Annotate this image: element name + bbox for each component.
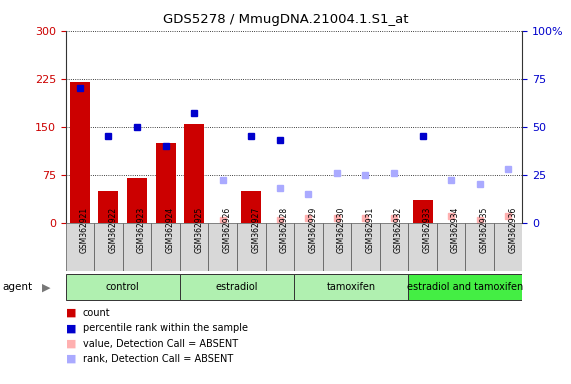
FancyBboxPatch shape — [208, 223, 237, 271]
Bar — [127, 178, 147, 223]
Text: value, Detection Call = ABSENT: value, Detection Call = ABSENT — [83, 339, 238, 349]
Text: rank, Detection Call = ABSENT: rank, Detection Call = ABSENT — [83, 354, 233, 364]
FancyBboxPatch shape — [66, 223, 94, 271]
Bar — [99, 191, 119, 223]
Text: GSM362922: GSM362922 — [108, 207, 118, 253]
FancyBboxPatch shape — [351, 223, 380, 271]
FancyBboxPatch shape — [180, 274, 294, 300]
Text: estradiol: estradiol — [216, 282, 258, 292]
Text: GSM362926: GSM362926 — [223, 207, 232, 253]
FancyBboxPatch shape — [437, 223, 465, 271]
Text: GSM362931: GSM362931 — [365, 207, 375, 253]
FancyBboxPatch shape — [408, 223, 437, 271]
Text: GSM362930: GSM362930 — [337, 207, 346, 253]
FancyBboxPatch shape — [408, 274, 522, 300]
Text: ■: ■ — [66, 354, 76, 364]
FancyBboxPatch shape — [494, 223, 522, 271]
Text: control: control — [106, 282, 140, 292]
FancyBboxPatch shape — [180, 223, 208, 271]
FancyBboxPatch shape — [380, 223, 408, 271]
Bar — [70, 82, 90, 223]
Text: GSM362924: GSM362924 — [166, 207, 175, 253]
Text: GSM362933: GSM362933 — [423, 207, 432, 253]
Bar — [184, 124, 204, 223]
Text: percentile rank within the sample: percentile rank within the sample — [83, 323, 248, 333]
Text: GSM362925: GSM362925 — [194, 207, 203, 253]
Text: ▶: ▶ — [42, 282, 50, 292]
Text: GSM362936: GSM362936 — [508, 207, 517, 253]
Text: tamoxifen: tamoxifen — [327, 282, 376, 292]
FancyBboxPatch shape — [465, 223, 494, 271]
Bar — [155, 143, 176, 223]
FancyBboxPatch shape — [294, 223, 323, 271]
Text: count: count — [83, 308, 110, 318]
Text: ■: ■ — [66, 323, 76, 333]
Text: GSM362935: GSM362935 — [480, 207, 489, 253]
FancyBboxPatch shape — [323, 223, 351, 271]
Text: GSM362921: GSM362921 — [80, 207, 89, 253]
Text: GSM362927: GSM362927 — [251, 207, 260, 253]
Text: GSM362929: GSM362929 — [308, 207, 317, 253]
FancyBboxPatch shape — [266, 223, 294, 271]
FancyBboxPatch shape — [94, 223, 123, 271]
Text: ■: ■ — [66, 308, 76, 318]
Bar — [412, 200, 433, 223]
Text: GSM362928: GSM362928 — [280, 207, 289, 253]
FancyBboxPatch shape — [151, 223, 180, 271]
Text: GDS5278 / MmugDNA.21004.1.S1_at: GDS5278 / MmugDNA.21004.1.S1_at — [163, 13, 408, 26]
FancyBboxPatch shape — [66, 274, 180, 300]
FancyBboxPatch shape — [237, 223, 266, 271]
FancyBboxPatch shape — [123, 223, 151, 271]
FancyBboxPatch shape — [294, 274, 408, 300]
Text: GSM362932: GSM362932 — [394, 207, 403, 253]
Bar — [241, 191, 262, 223]
Text: GSM362934: GSM362934 — [451, 207, 460, 253]
Text: agent: agent — [3, 282, 33, 292]
Text: ■: ■ — [66, 339, 76, 349]
Text: GSM362923: GSM362923 — [137, 207, 146, 253]
Text: estradiol and tamoxifen: estradiol and tamoxifen — [407, 282, 524, 292]
